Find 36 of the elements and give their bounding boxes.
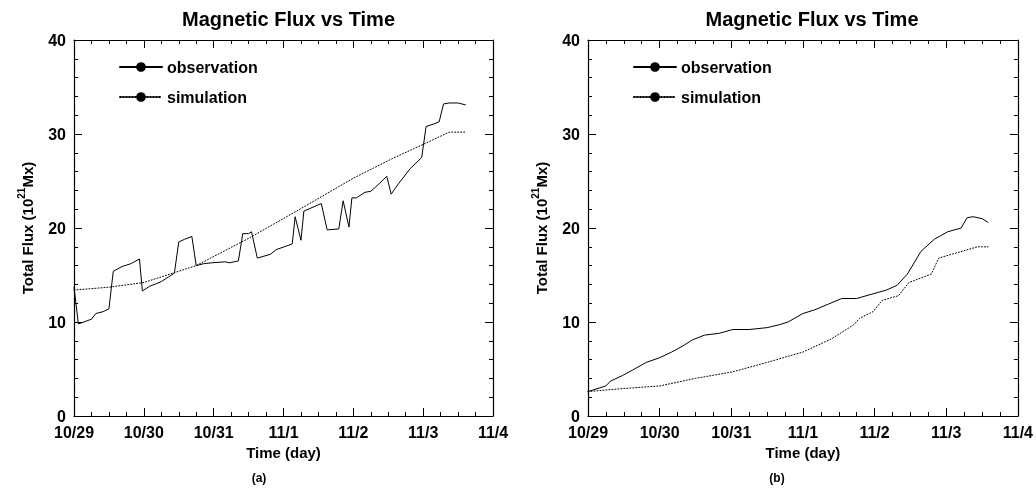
legend-label: simulation (167, 88, 248, 106)
x-axis-title: Time (day) (765, 443, 841, 461)
x-tick-label: 11/2 (859, 423, 890, 441)
x-tick-label: 11/1 (268, 423, 299, 441)
x-tick-label: 10/31 (193, 423, 234, 441)
x-tick-label: 10/29 (567, 423, 609, 441)
y-tick-label: 30 (48, 125, 67, 143)
x-tick-label: 11/3 (931, 423, 962, 441)
x-tick-label: 10/31 (711, 423, 752, 441)
chart-title: Magnetic Flux vs Time (181, 8, 396, 30)
chart-title: Magnetic Flux vs Time (705, 8, 919, 30)
y-axis-title: Total Flux (1021Mx) (529, 161, 550, 295)
y-tick-label: 10 (48, 313, 67, 331)
legend-label: observation (167, 58, 258, 76)
x-tick-label: 10/30 (123, 423, 164, 441)
legend-label: simulation (681, 88, 762, 106)
y-tick-label: 0 (57, 407, 67, 425)
x-tick-label: 10/29 (53, 423, 95, 441)
y-tick-label: 20 (562, 219, 581, 237)
legend-label: observation (681, 58, 772, 76)
x-tick-label: 11/1 (787, 423, 819, 441)
x-axis-title: Time (day) (246, 443, 321, 461)
text: (b) (769, 471, 785, 485)
y-tick-label: 30 (562, 125, 581, 143)
y-axis-title: Total Flux (1021Mx) (15, 161, 36, 295)
y-tick-label: 40 (562, 31, 581, 49)
x-tick-label: 11/2 (338, 423, 369, 441)
x-tick-label: 10/30 (639, 423, 680, 441)
y-tick-label: 10 (562, 313, 581, 331)
x-tick-label: 11/4 (1002, 423, 1034, 441)
x-tick-label: 11/3 (408, 423, 439, 441)
text: (a) (251, 471, 267, 485)
y-tick-label: 40 (48, 31, 67, 49)
y-tick-label: 20 (48, 219, 67, 237)
x-tick-label: 11/4 (477, 423, 509, 441)
y-tick-label: 0 (571, 407, 581, 425)
